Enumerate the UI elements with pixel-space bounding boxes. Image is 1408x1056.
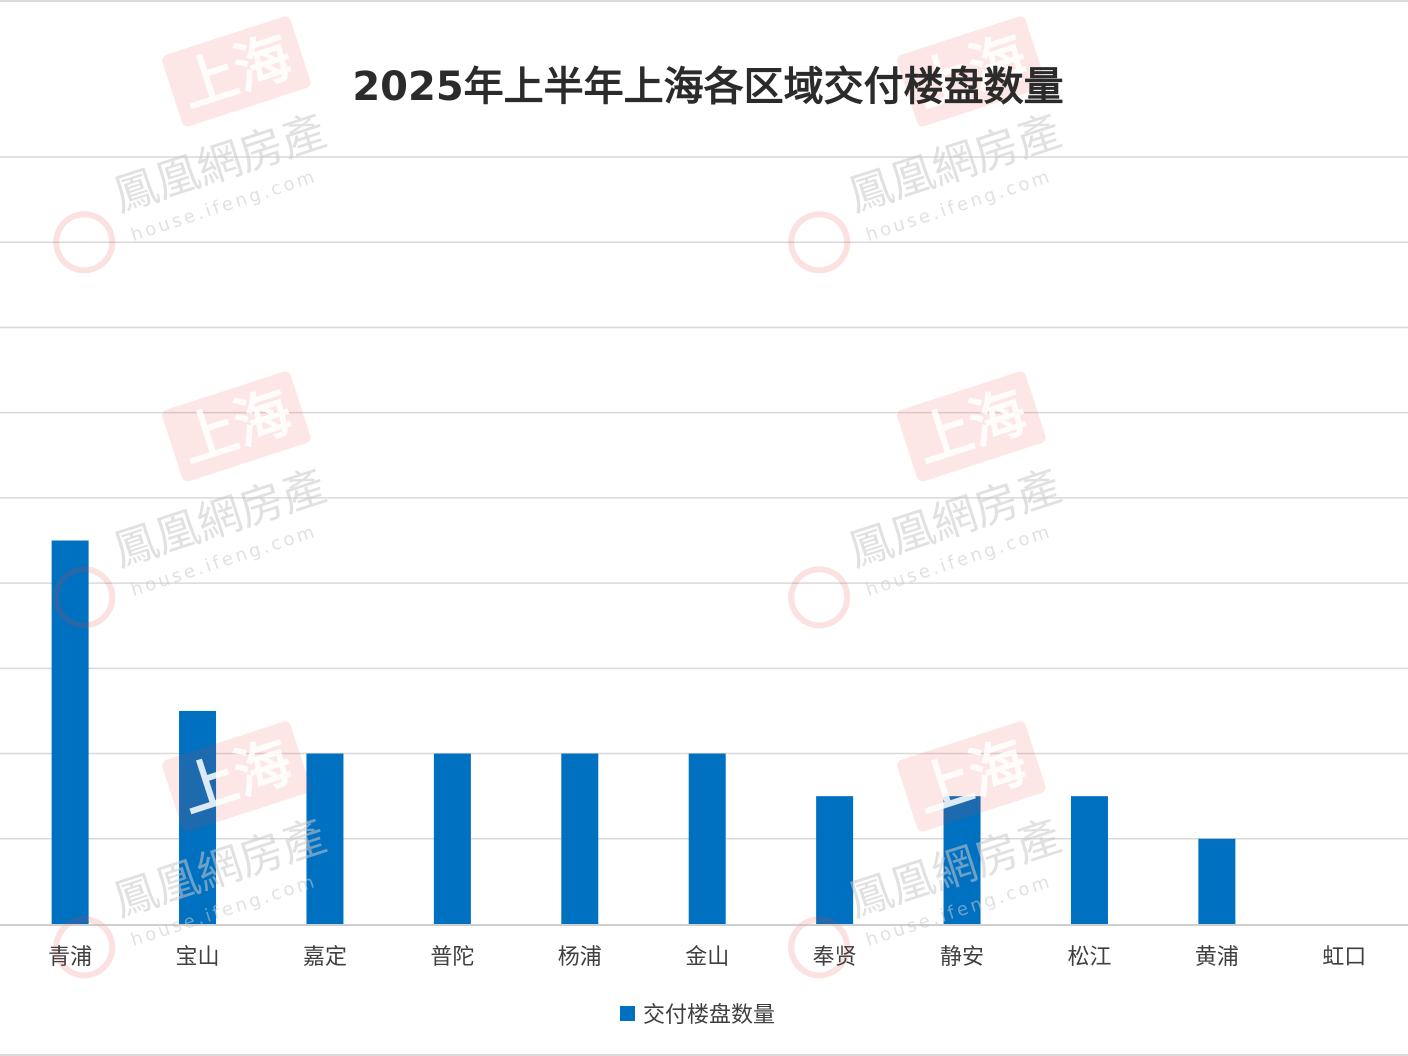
watermark-seal: [162, 721, 311, 832]
bar-黄浦: [1198, 838, 1236, 924]
bar-青浦: [51, 540, 89, 924]
x-tick-label: 青浦: [48, 945, 92, 970]
watermark-logo-icon: [788, 916, 851, 979]
x-tick-label: 虹口: [1322, 945, 1366, 970]
x-tick-label: 奉贤: [813, 945, 857, 970]
watermark-logo-icon: [53, 211, 116, 274]
watermark-seal: [162, 16, 311, 127]
x-tick-label: 杨浦: [558, 945, 602, 970]
x-tick-label: 黄浦: [1195, 945, 1239, 970]
x-tick-label: 宝山: [176, 945, 220, 970]
gridlines: [0, 156, 1408, 840]
watermark-seal: [897, 16, 1046, 127]
bar-松江: [1070, 796, 1108, 924]
watermark-seal-text: 上海: [908, 378, 1035, 475]
watermark-seal: [897, 371, 1046, 482]
bar-宝山: [179, 710, 217, 924]
x-tick-label: 静安: [940, 945, 984, 970]
bar-金山: [688, 753, 726, 924]
bar-嘉定: [306, 753, 344, 924]
x-axis: 闵行青浦宝山嘉定普陀杨浦金山奉贤静安松江黄浦虹口: [0, 924, 1408, 970]
chart-title: 2025年上半年上海各区域交付楼盘数量: [352, 64, 1063, 110]
x-tick-label: 松江: [1067, 945, 1111, 970]
x-tick-label: 金山: [685, 945, 729, 970]
watermark-logo-icon: [53, 916, 116, 979]
bar-series: [51, 540, 1236, 924]
x-tick-label: 普陀: [430, 945, 474, 970]
watermark-seal-text: 上海: [173, 23, 300, 120]
bar-静安: [943, 796, 981, 924]
bar-奉贤: [816, 796, 854, 924]
bar-普陀: [433, 753, 471, 924]
watermark-seal-text: 上海: [173, 378, 300, 475]
watermark-logo-icon: [53, 566, 116, 629]
watermark-logo-icon: [788, 566, 851, 629]
watermark-seal: [162, 371, 311, 482]
x-tick-label: 嘉定: [303, 945, 347, 970]
legend: 交付楼盘数量: [620, 1003, 775, 1028]
watermark-seal: [897, 721, 1046, 832]
legend-label: 交付楼盘数量: [643, 1003, 775, 1028]
watermark-logo-icon: [788, 211, 851, 274]
watermark-seal-text: 上海: [908, 728, 1035, 825]
legend-swatch: [620, 1006, 635, 1021]
bar-杨浦: [561, 753, 599, 924]
